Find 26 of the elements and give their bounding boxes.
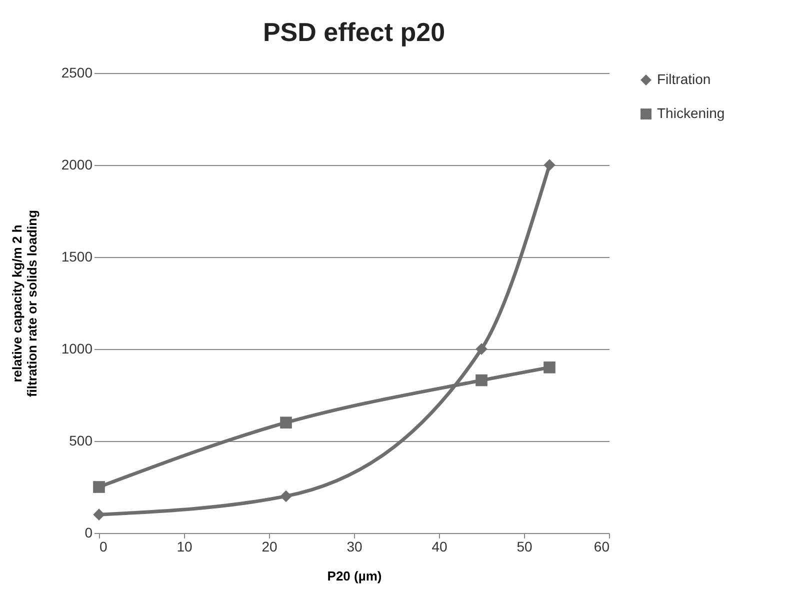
x-tick-label: 0 [100, 538, 108, 554]
x-tick-label: 40 [432, 538, 448, 554]
y-tick-label: 2500 [61, 64, 93, 80]
x-tick-label: 20 [262, 538, 278, 554]
x-tick-label: 60 [594, 538, 610, 554]
point [93, 481, 105, 493]
point [544, 159, 556, 171]
point [476, 374, 488, 386]
y-tick-label: 0 [84, 524, 93, 540]
x-tick-label: 50 [516, 538, 532, 554]
x-axis-title: P20 (µm) [327, 568, 382, 584]
x-tick-label: 30 [346, 538, 362, 554]
point [544, 361, 556, 374]
x-tick-label: 10 [176, 538, 192, 554]
y-tick-label: 1500 [61, 248, 93, 264]
y-tick-label: 500 [69, 432, 93, 448]
y-tick-label: 2000 [61, 156, 93, 172]
y-tick-label: 1000 [61, 340, 93, 356]
chart-title: PSD effect p20 [262, 17, 446, 47]
y-axis-title: relative capacity kg/m 2 h filtration rate or solids loading [9, 210, 40, 398]
point [280, 416, 292, 429]
legend-label: Thickening [657, 105, 725, 121]
point [476, 343, 488, 355]
legend-label: Filtration [657, 71, 711, 87]
point [280, 490, 292, 502]
point [93, 508, 105, 521]
